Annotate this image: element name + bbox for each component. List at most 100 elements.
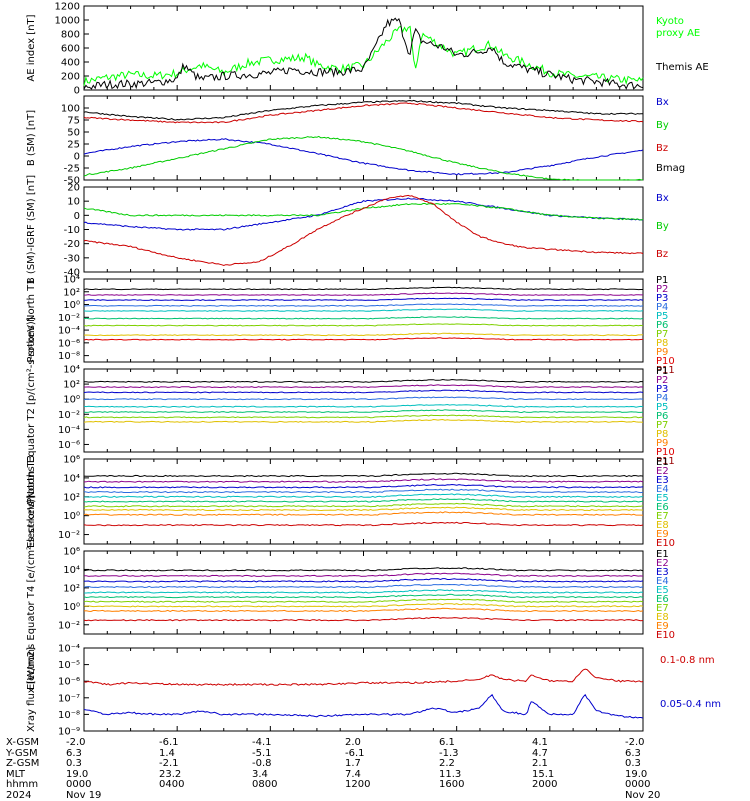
ephemeris-value: 2.2 <box>439 758 455 769</box>
series-line-p6 <box>83 409 644 414</box>
ephemeris-row-label: hhmm <box>6 779 39 790</box>
ephemeris-value: 2000 <box>532 779 558 790</box>
y-tick-label: 10⁰ <box>63 602 80 613</box>
ephemeris-value: 4.7 <box>532 747 548 759</box>
y-tick-label: 10⁻² <box>58 313 80 324</box>
y-tick-label: 10⁻² <box>58 530 80 541</box>
ephemeris-value: 0000 <box>625 779 651 790</box>
legend-entry: E5 <box>656 493 669 504</box>
series-line-e6 <box>83 593 644 599</box>
y-tick-label: 10⁻⁸ <box>58 351 80 362</box>
y-tick-label: 10⁻⁶ <box>58 677 80 688</box>
series-line-e1 <box>83 567 644 572</box>
series-line-p7 <box>83 323 644 327</box>
y-tick-label: 10⁻⁴ <box>58 644 80 655</box>
y-tick-label: 200 <box>61 72 80 83</box>
y-tick-label: 0 <box>74 86 80 97</box>
y-tick-label: 10⁴ <box>63 275 80 286</box>
series-line-p3 <box>83 297 644 302</box>
series-line-e4 <box>83 583 644 589</box>
ephemeris-value: 2.0 <box>345 737 361 748</box>
y-tick-label: 0 <box>74 152 80 163</box>
ephemeris-row-label: 2024 <box>6 789 32 801</box>
ephemeris-value: 4.1 <box>532 737 548 748</box>
series-line-e3 <box>83 578 644 583</box>
legend-entry: P10 <box>656 356 675 367</box>
series-line-e4 <box>83 488 644 494</box>
ephemeris-value: 2.1 <box>532 758 548 769</box>
series-line-p2 <box>83 292 643 296</box>
series-line-by <box>83 202 644 221</box>
legend-entry: E8 <box>656 520 669 531</box>
ephemeris-row-label: MLT <box>6 768 25 780</box>
legend-entry: P9 <box>656 438 668 449</box>
series-line-e7 <box>83 598 644 603</box>
panel-electrons-north: 10⁻² 10⁰ 10² 10⁴ 10⁶ Electrons North T3 E1E2E3… <box>26 455 675 550</box>
y-tick-label: 10⁰ <box>63 511 80 522</box>
legend-entry: E1 <box>656 457 669 468</box>
legend-entry: proxy AE <box>656 28 700 39</box>
y-tick-label: 10⁻⁵ <box>58 660 80 671</box>
y-tick-label: 10⁰ <box>63 395 80 406</box>
legend-entry: E9 <box>656 621 669 632</box>
legend-entry: E3 <box>656 475 669 486</box>
series-line-e2 <box>83 478 644 483</box>
y-tick-label: 10⁴ <box>63 565 80 576</box>
y-tick-label: 25 <box>67 140 80 151</box>
y-tick-label: 1200 <box>55 2 80 13</box>
y-axis-label: B (SM) [nT] <box>26 110 37 166</box>
series-line-p7 <box>83 414 643 419</box>
legend-entry: Bx <box>656 97 669 108</box>
legend-entry: P1 <box>656 366 668 377</box>
legend-entry: P10 <box>656 447 675 458</box>
ephemeris-value: 11.3 <box>439 768 462 780</box>
ephemeris-value: 0400 <box>159 779 185 790</box>
ephemeris-value: 1.4 <box>159 747 175 759</box>
ephemeris-row-label: Z-GSM <box>6 758 40 769</box>
ephemeris-value: 19.0 <box>625 768 648 780</box>
series-line-e9 <box>83 511 644 516</box>
series-line-p2 <box>83 384 644 389</box>
ephemeris-value: 0.3 <box>625 758 641 769</box>
legend-entry: P11 <box>656 365 675 376</box>
ephemeris-value: 6.1 <box>439 737 455 748</box>
y-tick-label: 400 <box>61 58 80 69</box>
series-line-e5 <box>84 589 644 594</box>
legend-entry: P6 <box>656 320 668 331</box>
legend-entry: P8 <box>656 338 668 349</box>
series-line-p1 <box>84 378 644 383</box>
legend-entry: E9 <box>656 529 669 540</box>
y-tick-label: -10 <box>64 225 80 236</box>
legend-entry: E6 <box>656 502 669 513</box>
legend-entry: P2 <box>656 375 668 386</box>
series-line-0-1-0-8-nm <box>83 668 644 686</box>
legend-entry: P4 <box>656 393 668 404</box>
series-line-e8 <box>83 603 644 608</box>
series-line-0-05-0-4-nm <box>83 693 644 719</box>
y-axis-label: Protons North T1 <box>26 278 37 362</box>
legend-entry: P5 <box>656 311 668 322</box>
series-line-p10 <box>83 337 644 341</box>
series-line-e10 <box>83 521 644 527</box>
y-axis-label: AE index [nT] <box>26 14 37 81</box>
series-line-e10 <box>83 616 644 622</box>
series-line-bmag <box>83 99 643 121</box>
panel-ae: 0 200 400 600 800 1000 1200 AE index [nT] Kyotop… <box>26 2 709 97</box>
y-tick-label: 10⁴ <box>63 473 80 484</box>
ephemeris-value: 0800 <box>252 779 278 790</box>
legend-entry: P8 <box>656 429 668 440</box>
series-line-bx <box>83 197 644 231</box>
ephemeris-value: 23.2 <box>159 768 182 780</box>
series-line-bx <box>83 138 644 176</box>
legend-entry: E2 <box>656 466 669 477</box>
y-tick-label: 50 <box>67 128 80 139</box>
y-tick-label: 10⁻⁶ <box>58 440 80 451</box>
panel-xray: 10⁻⁹ 10⁻⁸ 10⁻⁷ 10⁻⁶ 10⁻⁵ 10⁻⁴ Xray flux [W/m2]… <box>26 644 721 738</box>
ephemeris-value: 1.7 <box>345 758 361 769</box>
panel-frame <box>83 278 644 363</box>
series-line-e8 <box>83 506 644 512</box>
legend-entry: P7 <box>656 329 668 340</box>
legend-entry: P5 <box>656 402 668 413</box>
